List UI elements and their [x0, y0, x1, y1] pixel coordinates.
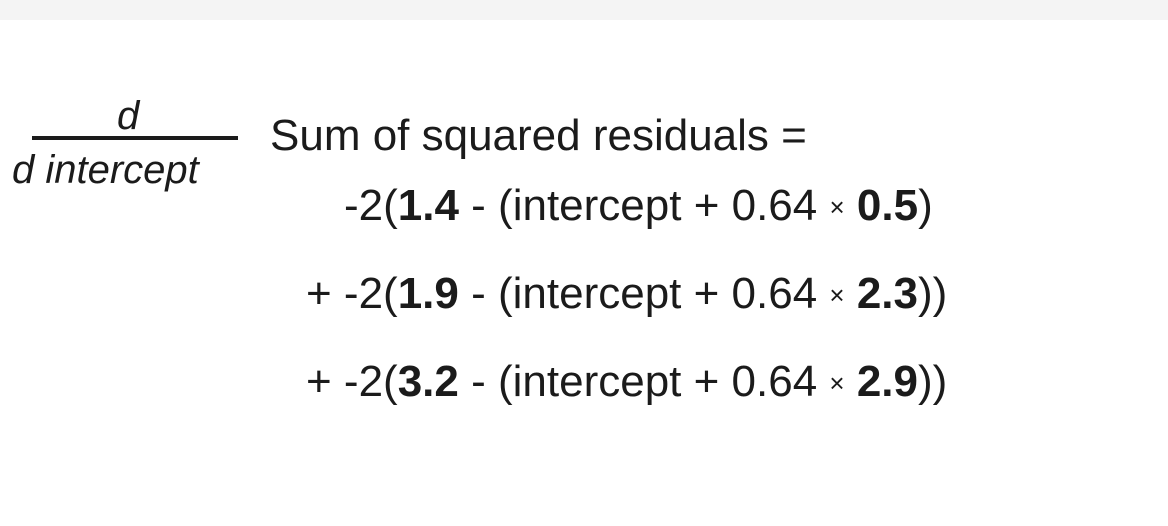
top-band	[0, 0, 1168, 20]
term-middle: - (intercept + 0.64	[458, 181, 830, 230]
multiply-symbol: ×	[829, 368, 845, 398]
multiply-symbol: ×	[829, 192, 845, 222]
term-observed-value: 3.2	[397, 357, 459, 406]
equation-lhs: Sum of squared residuals =	[270, 111, 807, 160]
term-suffix: ))	[918, 357, 948, 406]
equation-term-2: + -2(1.9 - (intercept + 0.64 × 2.3))	[306, 270, 947, 323]
fraction-numerator: d	[117, 94, 140, 138]
term-suffix: )	[918, 181, 933, 230]
term-weight-value: 2.3	[856, 269, 918, 318]
term-middle: - (intercept + 0.64	[458, 269, 830, 318]
equation-term-1: -2(1.4 - (intercept + 0.64 × 0.5)	[344, 182, 933, 235]
fraction-bar	[32, 136, 238, 140]
term-weight-value: 2.9	[856, 357, 918, 406]
term-observed-value: 1.4	[397, 181, 459, 230]
term-observed-value: 1.9	[397, 269, 459, 318]
term-weight-value: 0.5	[856, 181, 919, 230]
term-prefix: + -2(	[306, 357, 398, 406]
term-prefix: + -2(	[306, 269, 398, 318]
fraction-denominator: d intercept	[12, 148, 199, 192]
term-suffix: ))	[918, 269, 948, 318]
term-middle: - (intercept + 0.64	[458, 357, 830, 406]
equation-term-3: + -2(3.2 - (intercept + 0.64 × 2.9))	[306, 358, 947, 411]
derivative-fraction: d d intercept	[0, 96, 270, 196]
multiply-symbol: ×	[829, 280, 845, 310]
term-prefix: -2(	[344, 181, 398, 230]
